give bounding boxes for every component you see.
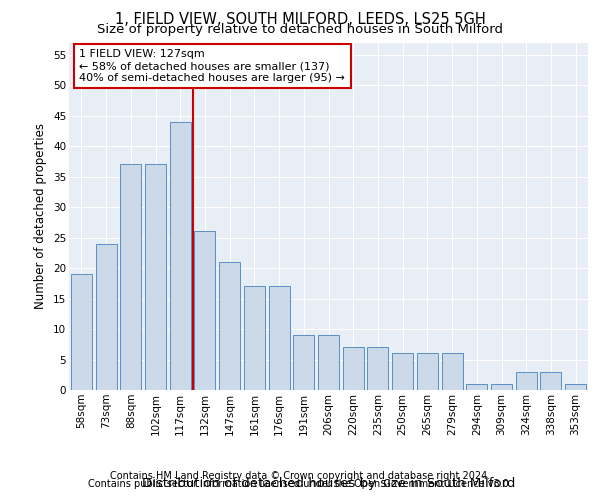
Text: Contains HM Land Registry data © Crown copyright and database right 2024.: Contains HM Land Registry data © Crown c… — [110, 471, 490, 481]
Bar — [491, 384, 512, 390]
Text: Size of property relative to detached houses in South Milford: Size of property relative to detached ho… — [97, 24, 503, 36]
Bar — [145, 164, 166, 390]
Bar — [541, 372, 562, 390]
Bar — [293, 335, 314, 390]
Text: Contains public sector information licensed under the Open Government Licence v3: Contains public sector information licen… — [88, 479, 512, 489]
Bar — [417, 354, 438, 390]
Bar — [170, 122, 191, 390]
Bar — [367, 348, 388, 390]
Bar — [516, 372, 537, 390]
Bar — [120, 164, 141, 390]
Text: 1, FIELD VIEW, SOUTH MILFORD, LEEDS, LS25 5GH: 1, FIELD VIEW, SOUTH MILFORD, LEEDS, LS2… — [115, 12, 485, 28]
Bar — [466, 384, 487, 390]
Bar — [219, 262, 240, 390]
Bar — [244, 286, 265, 390]
Bar — [392, 354, 413, 390]
Bar — [71, 274, 92, 390]
X-axis label: Distribution of detached houses by size in South Milford: Distribution of detached houses by size … — [142, 476, 515, 490]
Bar — [565, 384, 586, 390]
Text: 1 FIELD VIEW: 127sqm
← 58% of detached houses are smaller (137)
40% of semi-deta: 1 FIELD VIEW: 127sqm ← 58% of detached h… — [79, 50, 345, 82]
Bar — [194, 232, 215, 390]
Bar — [343, 348, 364, 390]
Bar — [442, 354, 463, 390]
Bar — [318, 335, 339, 390]
Bar — [95, 244, 116, 390]
Bar — [269, 286, 290, 390]
Y-axis label: Number of detached properties: Number of detached properties — [34, 123, 47, 309]
